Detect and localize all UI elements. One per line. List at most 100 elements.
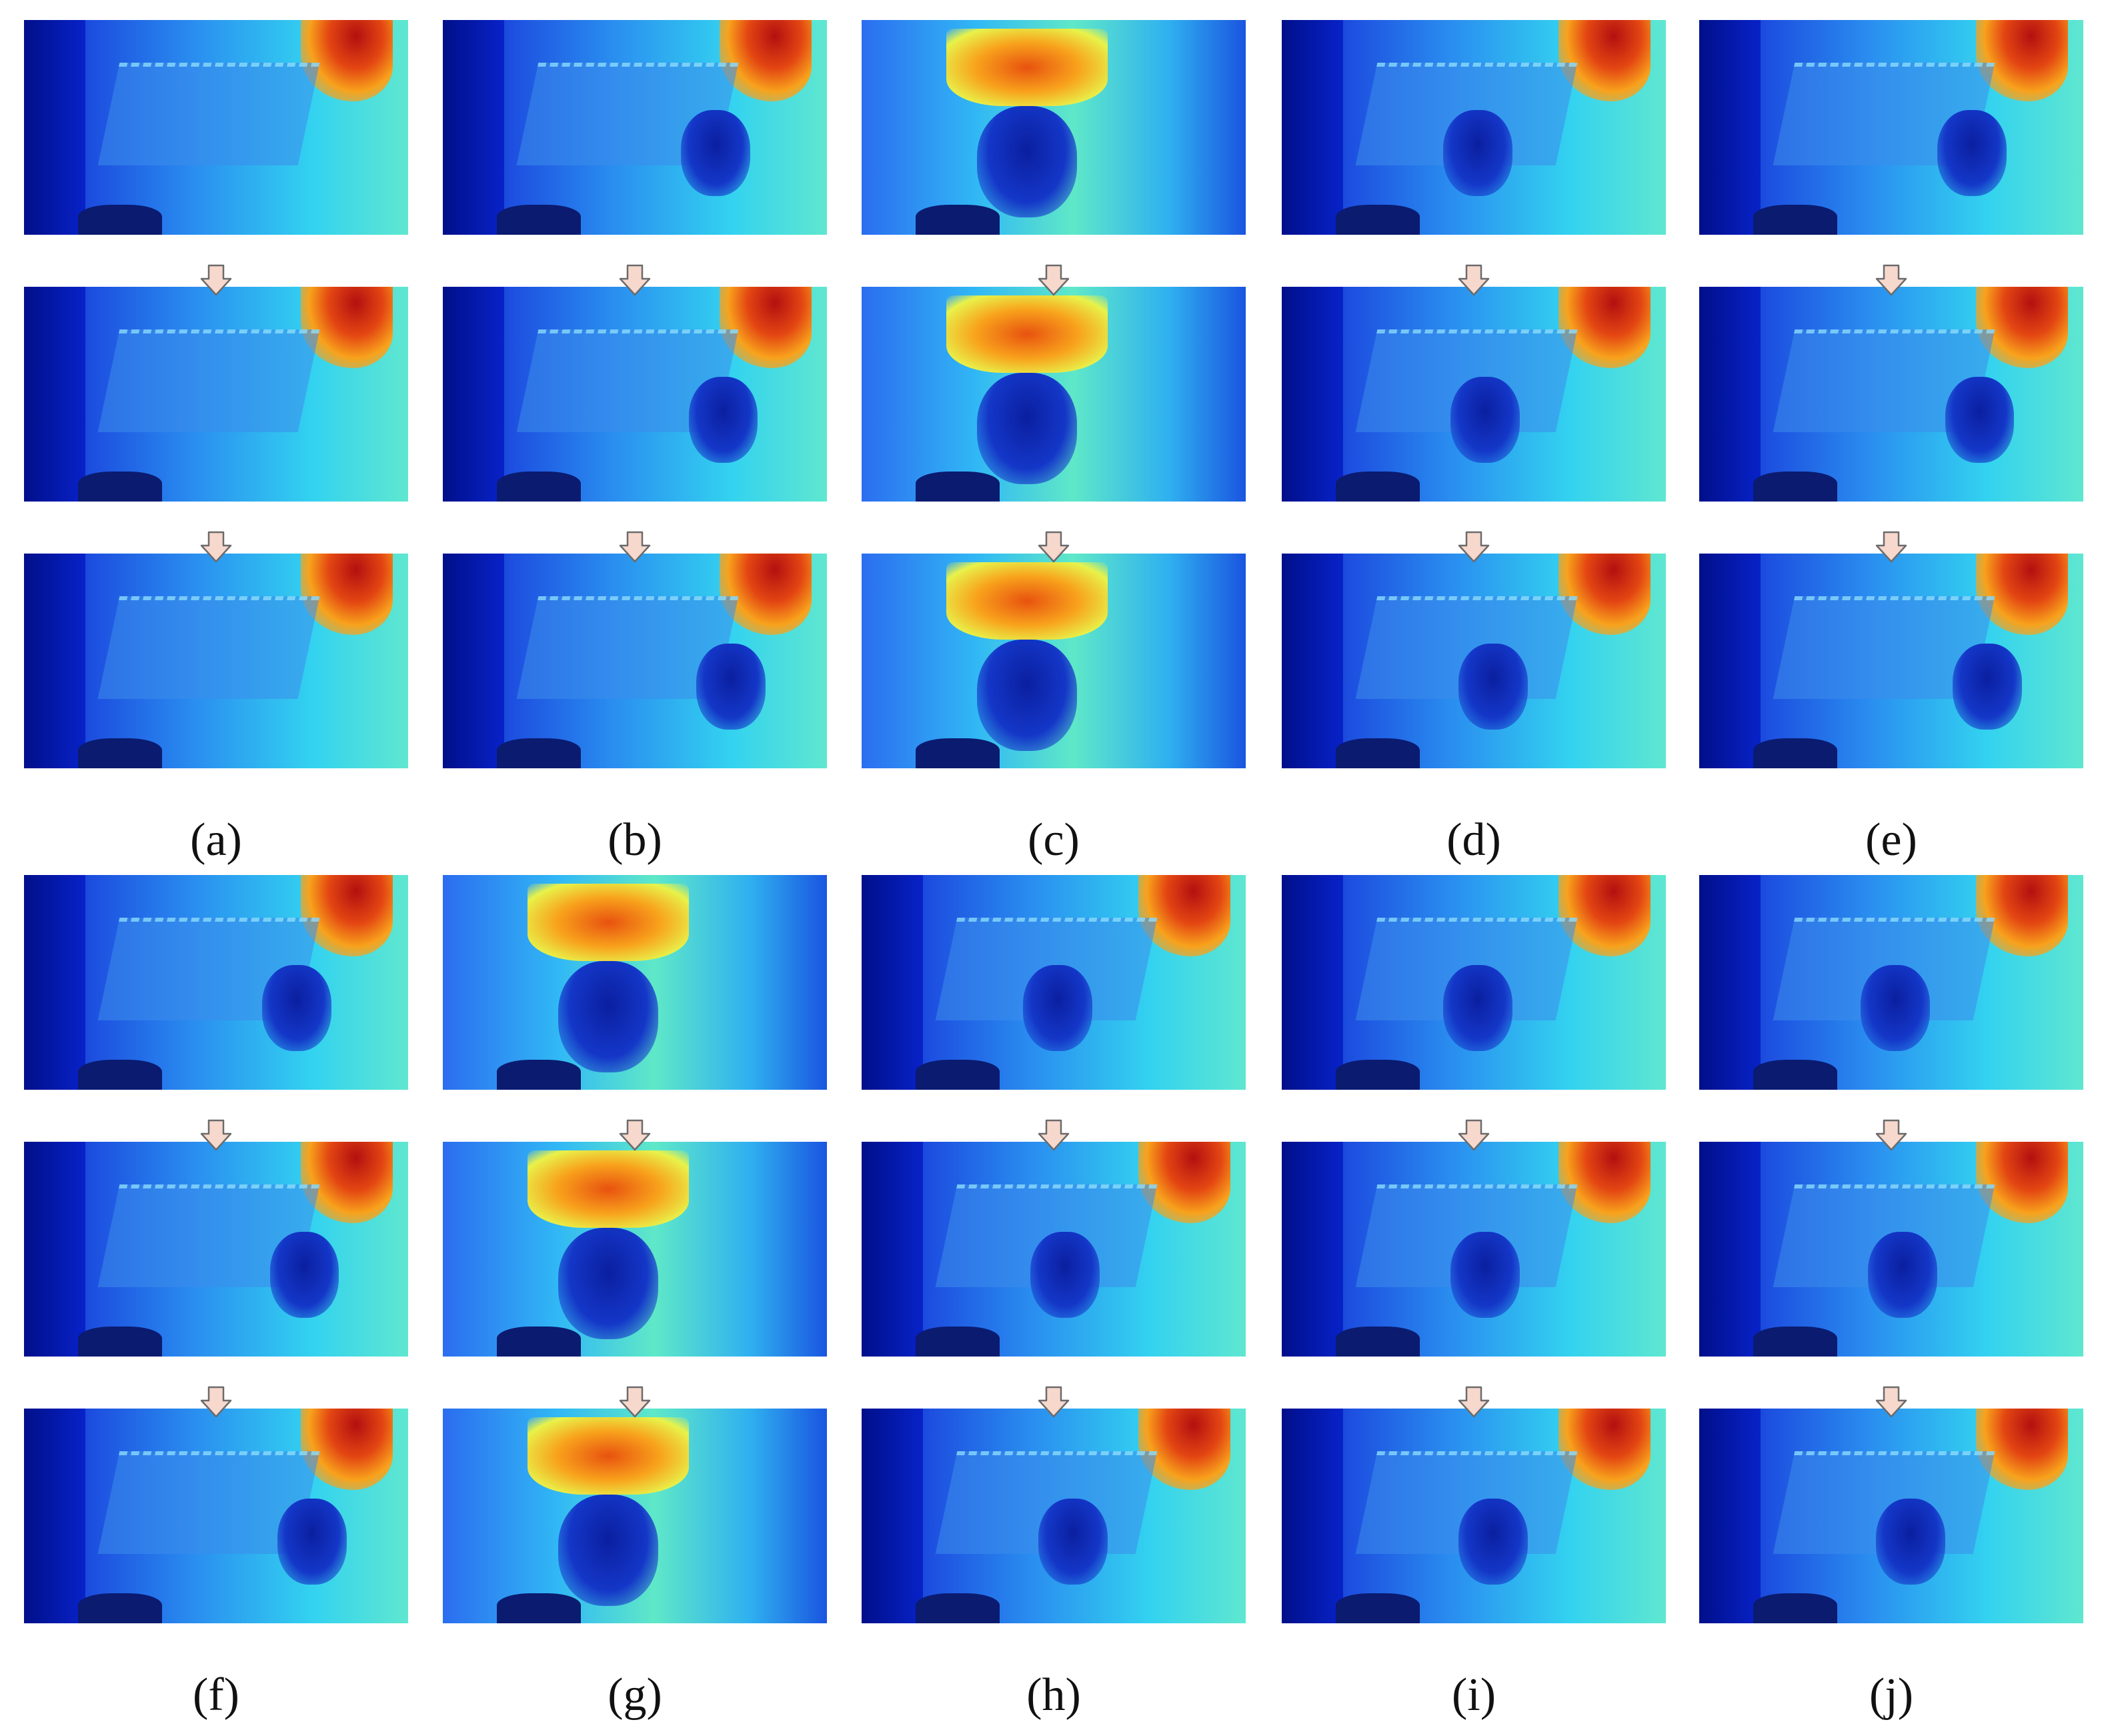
foreground-object [496, 204, 582, 235]
depth-frame [24, 1409, 408, 1623]
panel-column: (a) [24, 20, 408, 867]
down-arrow-icon [24, 1115, 408, 1155]
down-arrow-icon [862, 527, 1246, 567]
down-arrow-icon [443, 1382, 827, 1422]
panel-label: (f) [193, 1669, 239, 1721]
foreground-object [77, 471, 163, 502]
depth-frame [1282, 554, 1666, 768]
person-silhouette [277, 1499, 347, 1585]
depth-far-region [1558, 287, 1651, 369]
depth-near-region [1282, 20, 1344, 235]
depth-frame [1699, 554, 2083, 768]
depth-frame [443, 1142, 827, 1357]
foreground-object [496, 738, 582, 768]
depth-far-region [946, 562, 1108, 640]
foreground-object [1335, 1059, 1420, 1090]
down-arrow-icon [1699, 527, 2083, 567]
depth-near-region [1282, 875, 1344, 1090]
depth-near-region [1282, 554, 1344, 768]
depth-frame [24, 1142, 408, 1357]
foreground-object [496, 471, 582, 502]
depth-near-region [1282, 1142, 1344, 1357]
person-silhouette [976, 372, 1077, 485]
depth-far-region [719, 554, 812, 636]
depth-frame [1699, 1409, 2083, 1623]
panel-column: (j) [1699, 875, 2083, 1722]
foreground-object [915, 204, 1000, 235]
depth-far-region [719, 20, 812, 102]
panel-column: (d) [1282, 20, 1666, 867]
depth-frame [1699, 287, 2083, 502]
person-silhouette [1038, 1499, 1108, 1585]
depth-near-region [24, 1142, 86, 1357]
depth-near-region [862, 1409, 924, 1623]
panel-label: (c) [1028, 814, 1080, 866]
panel-column: (h) [862, 875, 1246, 1722]
depth-far-region [300, 1142, 393, 1224]
foreground-object [1753, 204, 1838, 235]
person-silhouette [1875, 1499, 1945, 1585]
depth-far-region [1975, 20, 2068, 102]
depth-far-region [1558, 875, 1651, 957]
depth-frame [24, 875, 408, 1090]
depth-far-region [1975, 875, 2068, 957]
foreground-object [1753, 1059, 1838, 1090]
down-arrow-icon [862, 1382, 1246, 1422]
foreground-object [496, 1059, 582, 1090]
depth-near-region [1699, 1409, 1761, 1623]
person-silhouette [1458, 644, 1528, 730]
down-arrow-icon [862, 1115, 1246, 1155]
depth-far-region [300, 20, 393, 102]
depth-near-region [24, 875, 86, 1090]
person-silhouette [558, 1227, 658, 1340]
down-arrow-icon [1699, 1115, 2083, 1155]
person-silhouette [1450, 377, 1520, 464]
depth-far-region [1138, 1409, 1230, 1491]
bed-region [97, 63, 319, 166]
down-arrow-icon [24, 1382, 408, 1422]
down-arrow-icon [1699, 260, 2083, 300]
depth-near-region [24, 287, 86, 502]
foreground-object [1335, 204, 1420, 235]
depth-far-region [1138, 875, 1230, 957]
foreground-object [77, 1059, 163, 1090]
person-silhouette [1953, 644, 2022, 730]
depth-frame [443, 287, 827, 502]
foreground-object [1753, 1326, 1838, 1357]
panel-column: (c) [862, 20, 1246, 867]
depth-frame [1699, 20, 2083, 235]
panel-label: (g) [608, 1669, 662, 1721]
depth-near-region [862, 1142, 924, 1357]
down-arrow-icon [1699, 1382, 2083, 1422]
foreground-object [77, 204, 163, 235]
depth-frame [24, 287, 408, 502]
depth-frame [24, 20, 408, 235]
depth-frame [1699, 1142, 2083, 1357]
person-silhouette [976, 105, 1077, 218]
depth-near-region [24, 1409, 86, 1623]
depth-far-region [527, 1150, 689, 1228]
foreground-object [77, 1593, 163, 1623]
depth-near-region [1282, 287, 1344, 502]
foreground-object [496, 1593, 582, 1623]
depth-far-region [300, 554, 393, 636]
depth-near-region [1699, 287, 1761, 502]
panel-column: (i) [1282, 875, 1666, 1722]
down-arrow-icon [862, 260, 1246, 300]
depth-frame [862, 20, 1246, 235]
depth-far-region [527, 883, 689, 961]
panel-column: (b) [443, 20, 827, 867]
person-silhouette [681, 110, 750, 197]
panel-column: (e) [1699, 20, 2083, 867]
foreground-object [1335, 1326, 1420, 1357]
depth-far-region [1975, 287, 2068, 369]
depth-frame [443, 554, 827, 768]
person-silhouette [558, 1494, 658, 1607]
person-silhouette [1945, 377, 2015, 464]
depth-far-region [1138, 1142, 1230, 1224]
foreground-object [915, 471, 1000, 502]
person-silhouette [1860, 965, 1930, 1052]
person-silhouette [269, 1232, 339, 1319]
down-arrow-icon [1282, 1382, 1666, 1422]
